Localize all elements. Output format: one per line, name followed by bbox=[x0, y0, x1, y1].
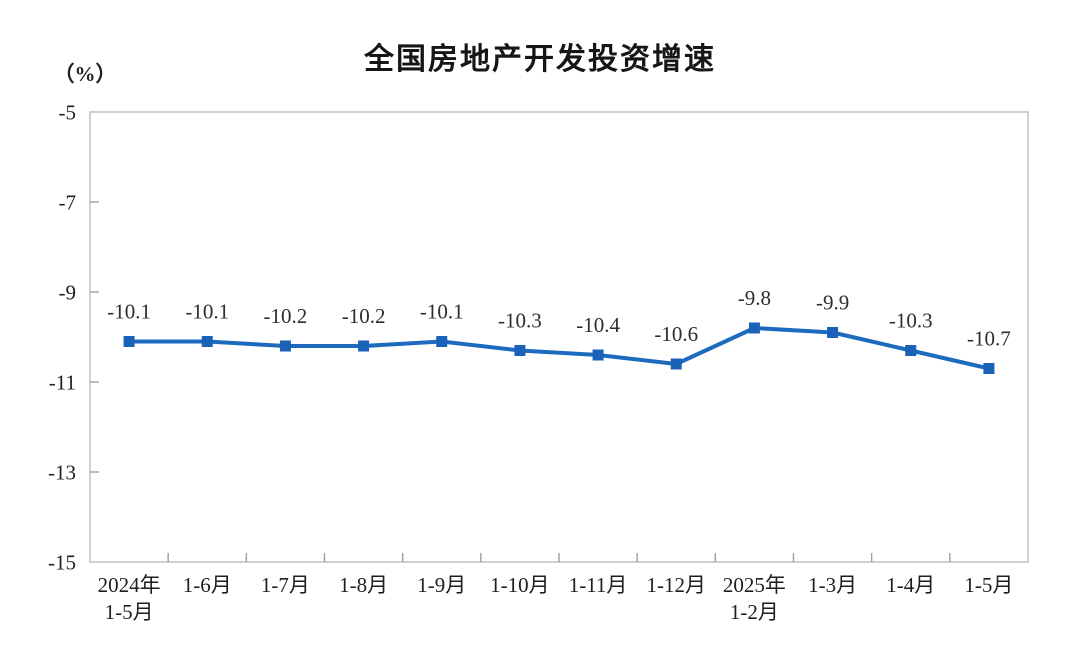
data-point-label: -10.2 bbox=[264, 304, 308, 328]
data-point-marker bbox=[748, 322, 760, 334]
data-point-label: -10.7 bbox=[967, 327, 1011, 351]
data-point-marker bbox=[983, 363, 995, 374]
data-point-label: -10.1 bbox=[420, 300, 464, 324]
x-axis-category-label: 1-10月 bbox=[490, 573, 550, 597]
data-point-label: -10.2 bbox=[342, 304, 386, 328]
x-axis-category-label: 1-8月 bbox=[339, 573, 388, 597]
data-point-marker bbox=[592, 349, 604, 361]
chart-title: 全国房地产开发投资增速 bbox=[364, 43, 716, 76]
y-axis-tick-label: -9 bbox=[59, 280, 77, 304]
data-point-marker bbox=[279, 340, 291, 352]
data-point-label: -10.3 bbox=[498, 309, 542, 333]
data-point-label: -9.8 bbox=[738, 286, 771, 310]
data-point-marker bbox=[201, 336, 213, 347]
x-axis-category-label: 1-6月 bbox=[183, 573, 232, 597]
data-point-label: -9.9 bbox=[816, 291, 849, 315]
data-point-label: -10.1 bbox=[107, 300, 151, 324]
y-axis-unit-label: （%） bbox=[53, 62, 117, 86]
y-axis-tick-label: -7 bbox=[59, 190, 77, 214]
x-axis-category-label: 2025年 1-2月 bbox=[723, 573, 786, 624]
data-point-marker bbox=[827, 327, 839, 338]
plot-area-border bbox=[89, 111, 1029, 563]
y-axis-tick-label: -5 bbox=[59, 100, 77, 124]
data-point-marker bbox=[123, 336, 135, 347]
y-axis-tick-label: -15 bbox=[48, 550, 76, 574]
data-point-marker bbox=[905, 345, 917, 356]
data-point-marker bbox=[514, 345, 526, 356]
y-axis-tick-label: -11 bbox=[49, 370, 76, 394]
data-point-marker bbox=[670, 358, 682, 370]
data-point-label: -10.3 bbox=[889, 309, 933, 333]
x-axis-category-label: 1-9月 bbox=[417, 573, 466, 597]
data-series-line bbox=[127, 326, 991, 371]
x-axis-category-label: 1-12月 bbox=[647, 573, 707, 597]
data-point-label: -10.1 bbox=[185, 300, 229, 324]
data-point-marker bbox=[436, 336, 448, 347]
x-axis-category-label: 1-7月 bbox=[261, 573, 310, 597]
x-axis-category-label: 1-5月 bbox=[964, 573, 1013, 597]
x-axis-category-label: 2024年 1-5月 bbox=[98, 573, 161, 624]
x-axis-category-label: 1-3月 bbox=[808, 573, 857, 597]
y-axis-tick-label: -13 bbox=[48, 460, 76, 484]
x-axis-category-label: 1-11月 bbox=[569, 573, 628, 597]
data-point-label: -10.4 bbox=[576, 313, 620, 337]
data-point-marker bbox=[358, 340, 370, 352]
x-axis-category-label: 1-4月 bbox=[886, 573, 935, 597]
data-point-label: -10.6 bbox=[654, 322, 698, 346]
